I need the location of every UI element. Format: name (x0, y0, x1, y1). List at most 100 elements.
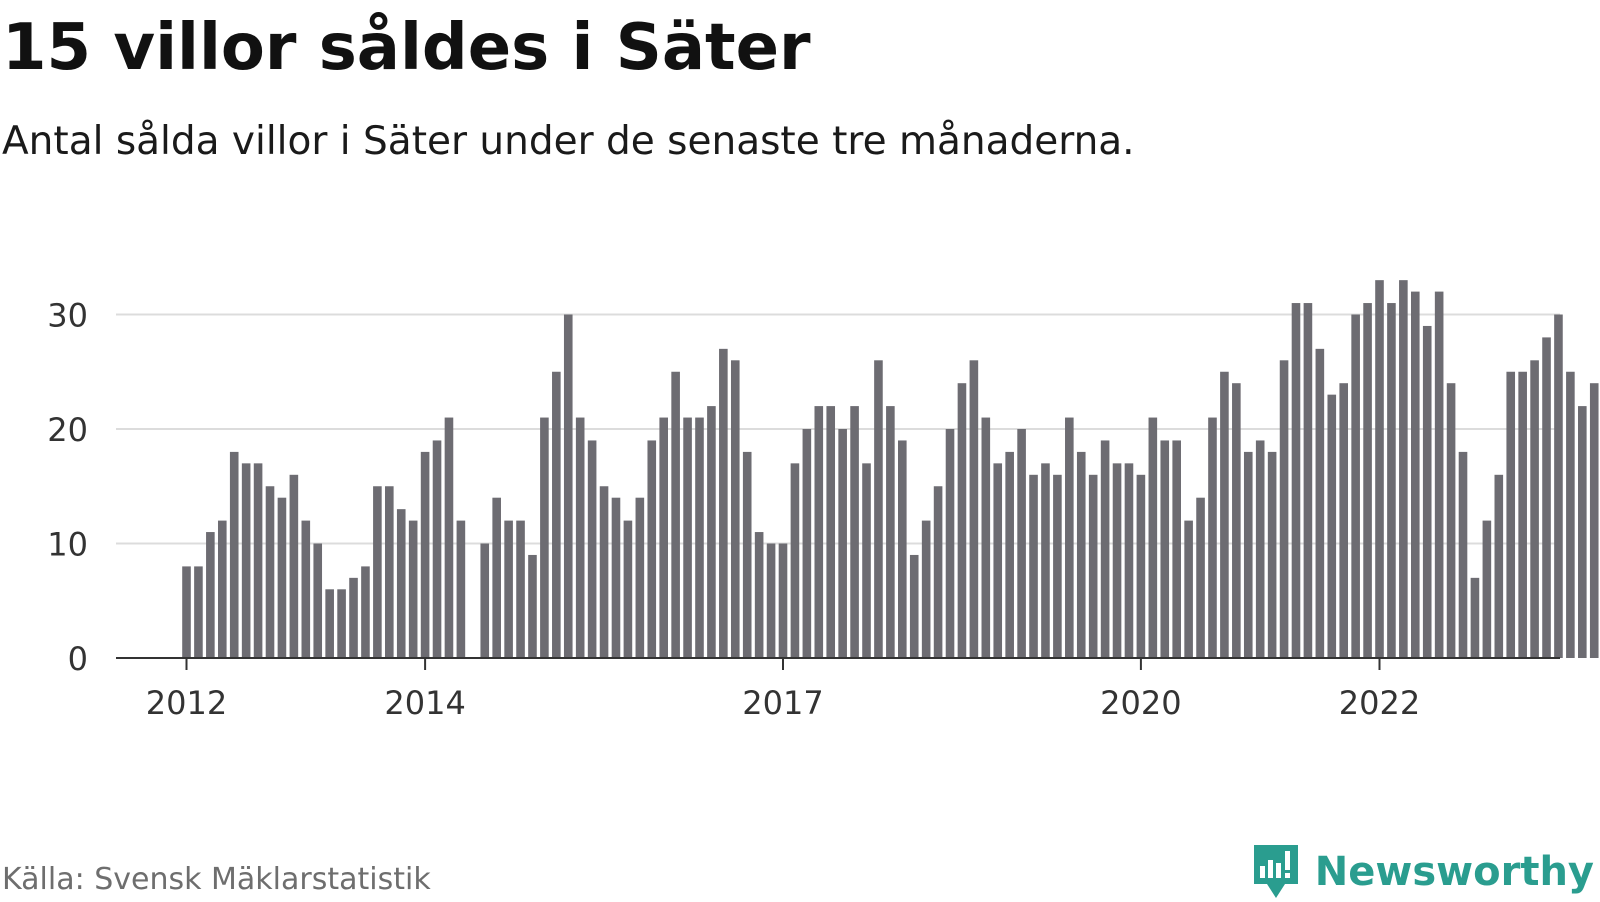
bar (1578, 406, 1587, 658)
bar (1279, 360, 1289, 658)
bar (1076, 451, 1086, 658)
bar (563, 314, 573, 658)
bar (778, 543, 788, 658)
bar (301, 520, 311, 658)
x-tick-label: 2014 (384, 684, 465, 722)
bar (993, 463, 1003, 658)
bar (480, 543, 490, 658)
bar (874, 360, 883, 658)
bar (1243, 451, 1253, 658)
bar (826, 406, 836, 658)
bar (325, 589, 334, 658)
x-tick-label: 2012 (146, 684, 227, 722)
bar (1446, 383, 1456, 658)
bar (790, 463, 800, 658)
bar (957, 383, 967, 658)
bar (241, 463, 251, 658)
bar (1041, 463, 1050, 658)
bar (1410, 291, 1420, 658)
bar (1053, 474, 1062, 658)
bar (420, 451, 430, 658)
bar (1220, 371, 1229, 658)
bar (1303, 303, 1313, 658)
bar (945, 429, 955, 658)
bar (1184, 520, 1193, 658)
bar (229, 451, 239, 658)
bar (575, 417, 585, 658)
bar (1494, 474, 1504, 658)
bar (1566, 371, 1575, 658)
bar (886, 406, 895, 658)
y-axis-ticks: 0 10 20 30 (47, 297, 88, 679)
bar (719, 348, 728, 658)
bar (552, 371, 561, 658)
bar (898, 440, 907, 658)
bar (1267, 451, 1277, 658)
bar (349, 577, 358, 658)
bar (289, 474, 299, 658)
bar (361, 566, 370, 658)
x-tick-label: 2022 (1339, 684, 1420, 722)
bar (933, 486, 943, 658)
bar (1434, 291, 1444, 658)
bar (1315, 348, 1325, 658)
bar (850, 406, 859, 658)
bar (599, 486, 609, 658)
bar (528, 554, 537, 658)
bar (611, 497, 621, 658)
bar (742, 451, 752, 658)
bar (1387, 303, 1396, 658)
bar (1255, 440, 1265, 658)
bar (1506, 371, 1516, 658)
bar (1088, 474, 1098, 658)
bar (1375, 280, 1384, 658)
bar (921, 520, 931, 658)
bar (1029, 474, 1038, 658)
x-tick-label: 2017 (742, 684, 823, 722)
bar (432, 440, 442, 658)
bar (1124, 463, 1134, 658)
bar (814, 406, 824, 658)
bar (1065, 417, 1074, 658)
bar (730, 360, 740, 658)
bars (182, 280, 1599, 658)
bar (1291, 303, 1301, 658)
bar (838, 429, 847, 658)
newsworthy-logo-icon (1253, 845, 1298, 898)
bar (396, 509, 406, 658)
y-tick-label: 10 (47, 526, 88, 564)
brand-logo[interactable]: Newsworthy (1251, 842, 1594, 902)
bar (253, 463, 263, 658)
bar (1196, 497, 1205, 658)
bar (1136, 474, 1146, 658)
bar (1518, 371, 1527, 658)
bar (504, 520, 513, 658)
bar (1422, 325, 1432, 658)
bar (683, 417, 692, 658)
x-tick-label: 2020 (1100, 684, 1181, 722)
bar (1100, 440, 1110, 658)
bar (1339, 383, 1349, 658)
bar (862, 463, 871, 658)
bar (1005, 451, 1014, 658)
bar (587, 440, 597, 658)
bar (754, 532, 764, 658)
bar (1542, 337, 1551, 658)
bar (1232, 383, 1241, 658)
bar (337, 589, 346, 658)
bar (516, 520, 525, 658)
bar (802, 429, 812, 658)
bar (695, 417, 704, 658)
bar (1148, 417, 1158, 658)
bar (194, 566, 203, 658)
bar (1208, 417, 1217, 658)
bar (659, 417, 668, 658)
bar (385, 486, 394, 658)
bar (671, 371, 680, 658)
bar (1112, 463, 1122, 658)
y-tick-label: 20 (47, 411, 88, 449)
bar (623, 520, 633, 658)
bar (635, 497, 645, 658)
bar (182, 566, 191, 658)
